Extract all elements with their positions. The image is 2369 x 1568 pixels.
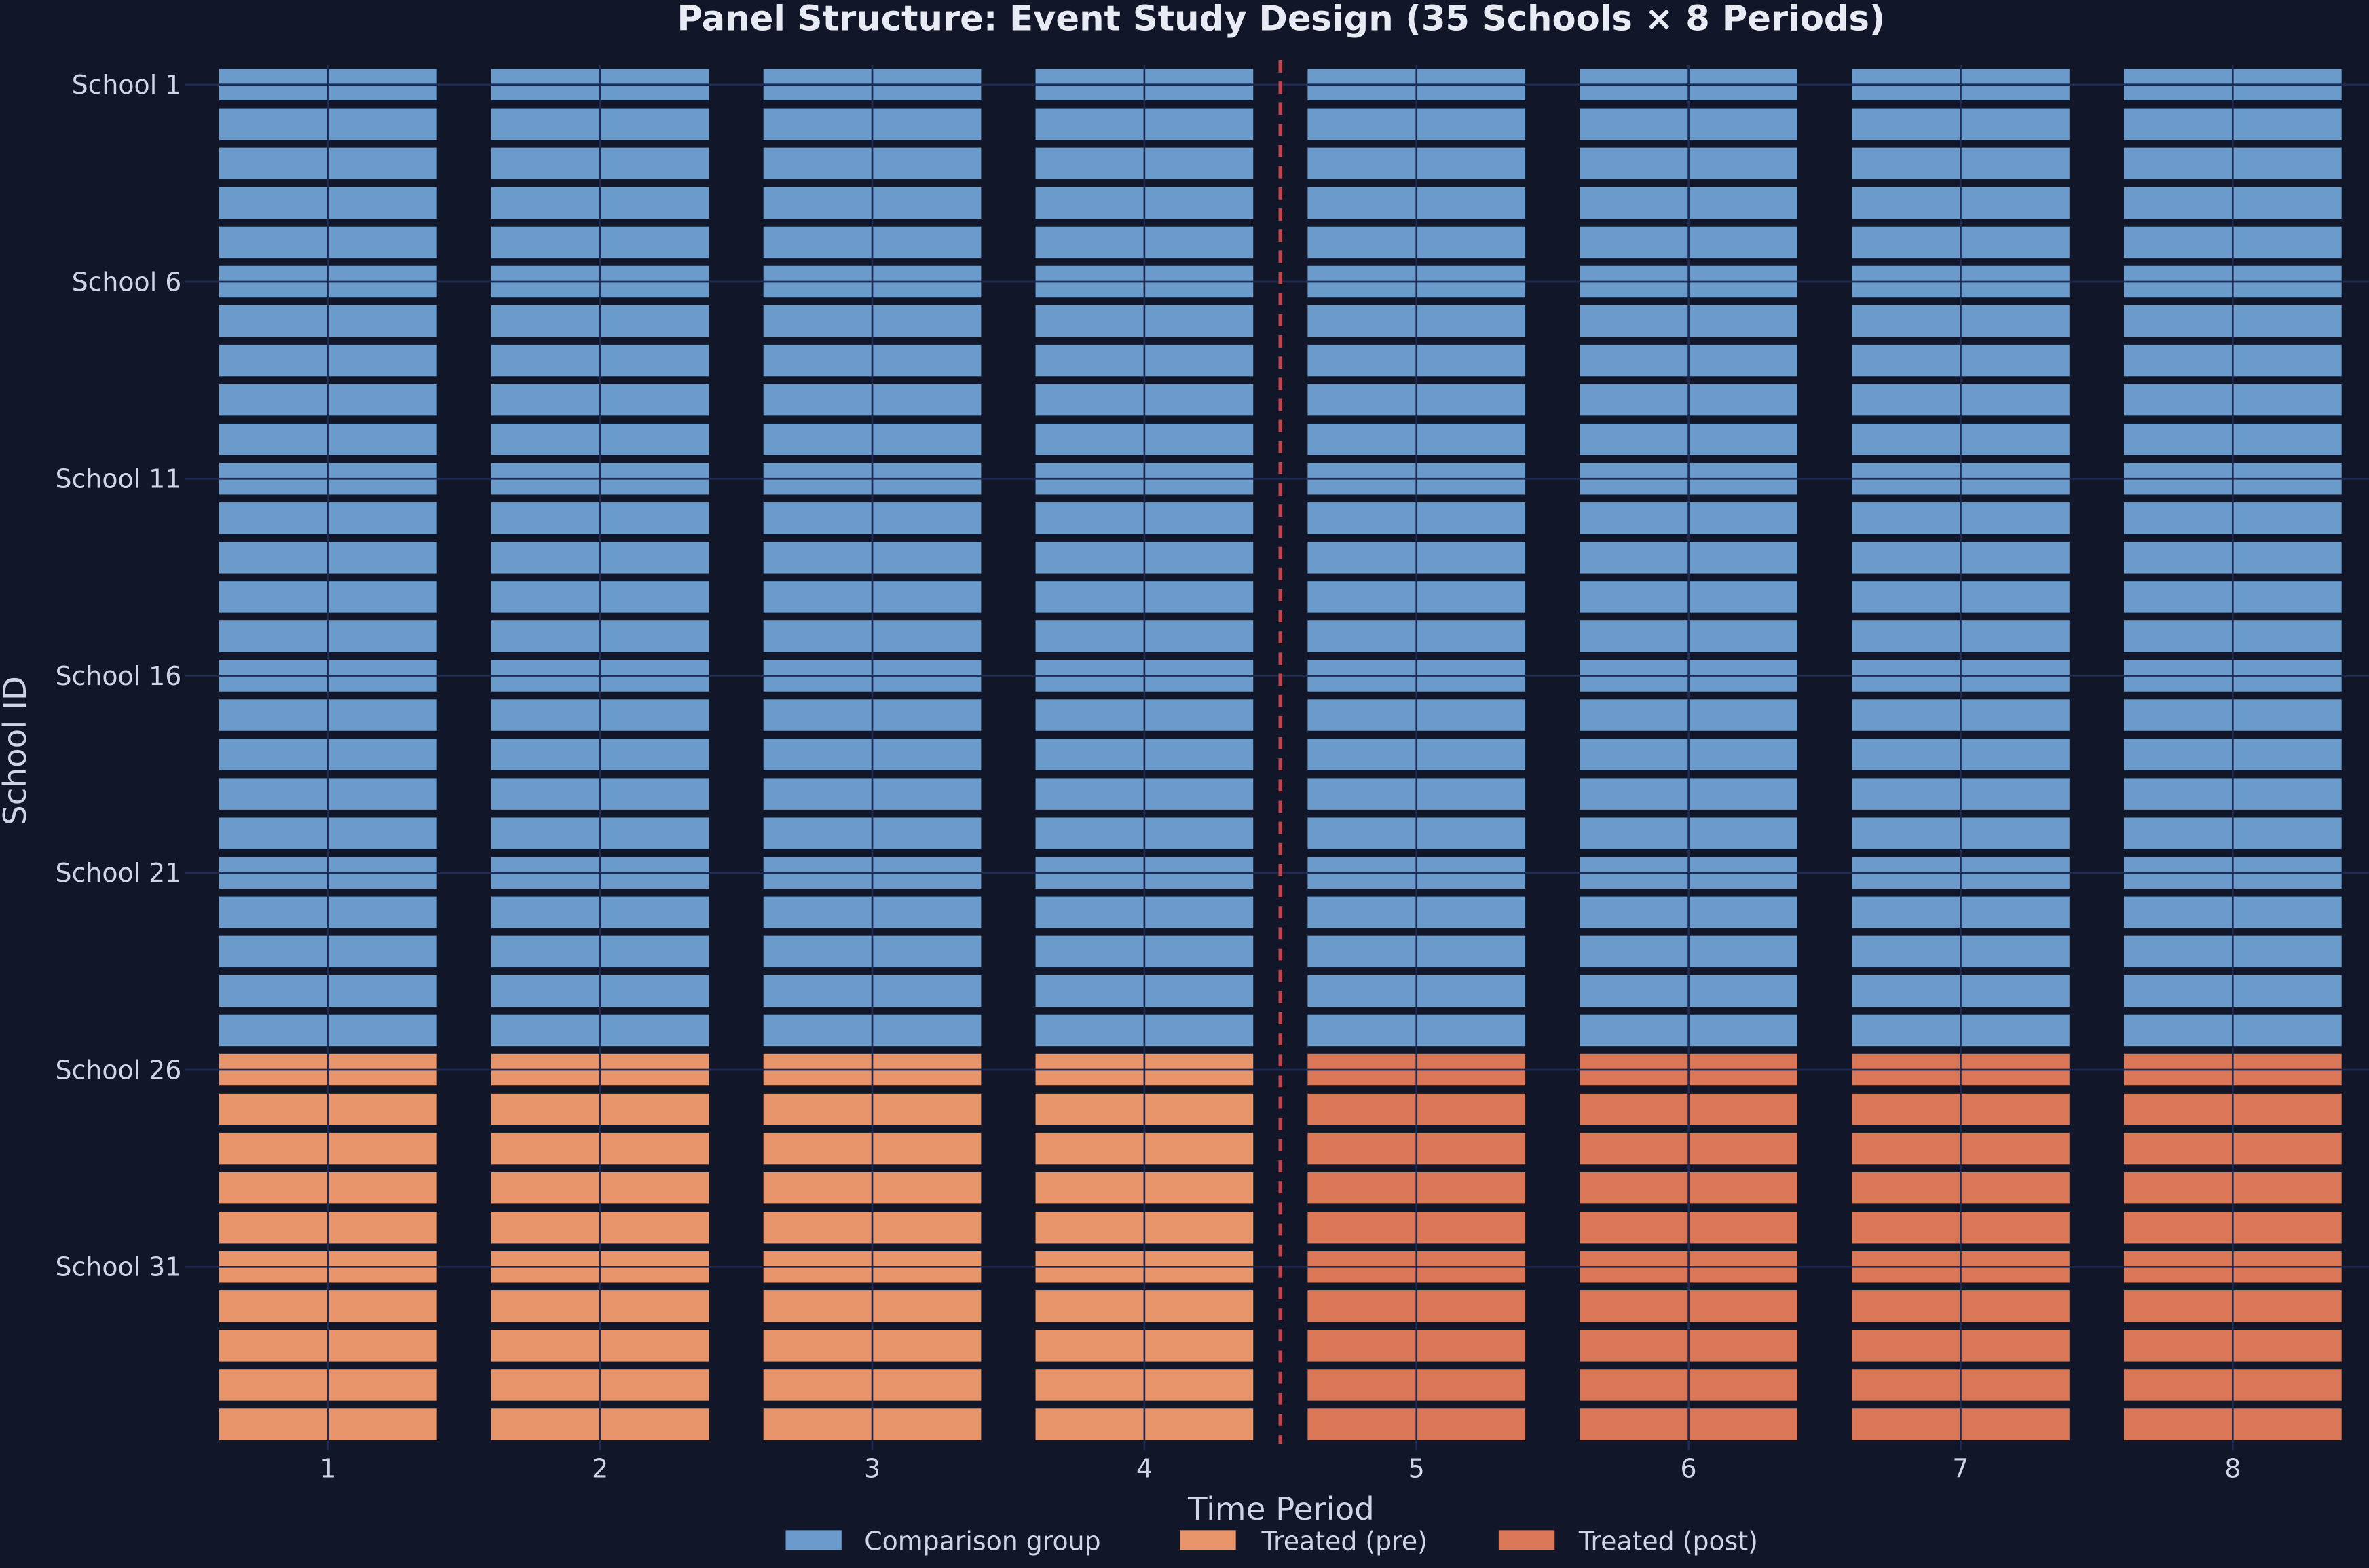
legend-swatch-treated-pre (1180, 1530, 1236, 1550)
y-tick-labels: School 1 School 6 School 11 School 16 School… (56, 70, 182, 1282)
x-tick-label: 7 (1952, 1453, 1969, 1483)
x-tick-label: 8 (2224, 1453, 2241, 1483)
x-tick-label: 1 (320, 1453, 336, 1483)
chart-title: Panel Structure: Event Study Design (35 … (677, 0, 1886, 39)
legend-label-treated-post: Treated (post) (1578, 1526, 1758, 1556)
legend-label-comparison: Comparison group (864, 1526, 1100, 1556)
legend: Comparison group Treated (pre) Treated (… (785, 1526, 1758, 1556)
legend-swatch-treated-post (1498, 1530, 1555, 1550)
x-tick-label: 4 (1136, 1453, 1153, 1483)
legend-label-treated-pre: Treated (pre) (1261, 1526, 1427, 1556)
y-axis-label: School ID (0, 676, 34, 825)
x-tick-label: 5 (1409, 1453, 1425, 1483)
x-tick-label: 6 (1681, 1453, 1697, 1483)
y-tick-label: School 16 (56, 661, 182, 691)
gridlines (184, 64, 2369, 1451)
x-tick-label: 2 (592, 1453, 608, 1483)
y-tick-label: School 6 (72, 267, 182, 297)
x-axis-label: Time Period (1187, 1491, 1375, 1528)
x-tick-labels: 1 2 3 4 5 6 7 8 (320, 1453, 2241, 1483)
y-tick-label: School 21 (56, 858, 182, 888)
x-tick-label: 3 (864, 1453, 880, 1483)
y-tick-label: School 26 (56, 1055, 182, 1085)
y-tick-label: School 1 (72, 70, 182, 100)
y-tick-label: School 31 (56, 1252, 182, 1282)
legend-swatch-comparison (785, 1530, 842, 1550)
y-tick-label: School 11 (56, 464, 182, 494)
